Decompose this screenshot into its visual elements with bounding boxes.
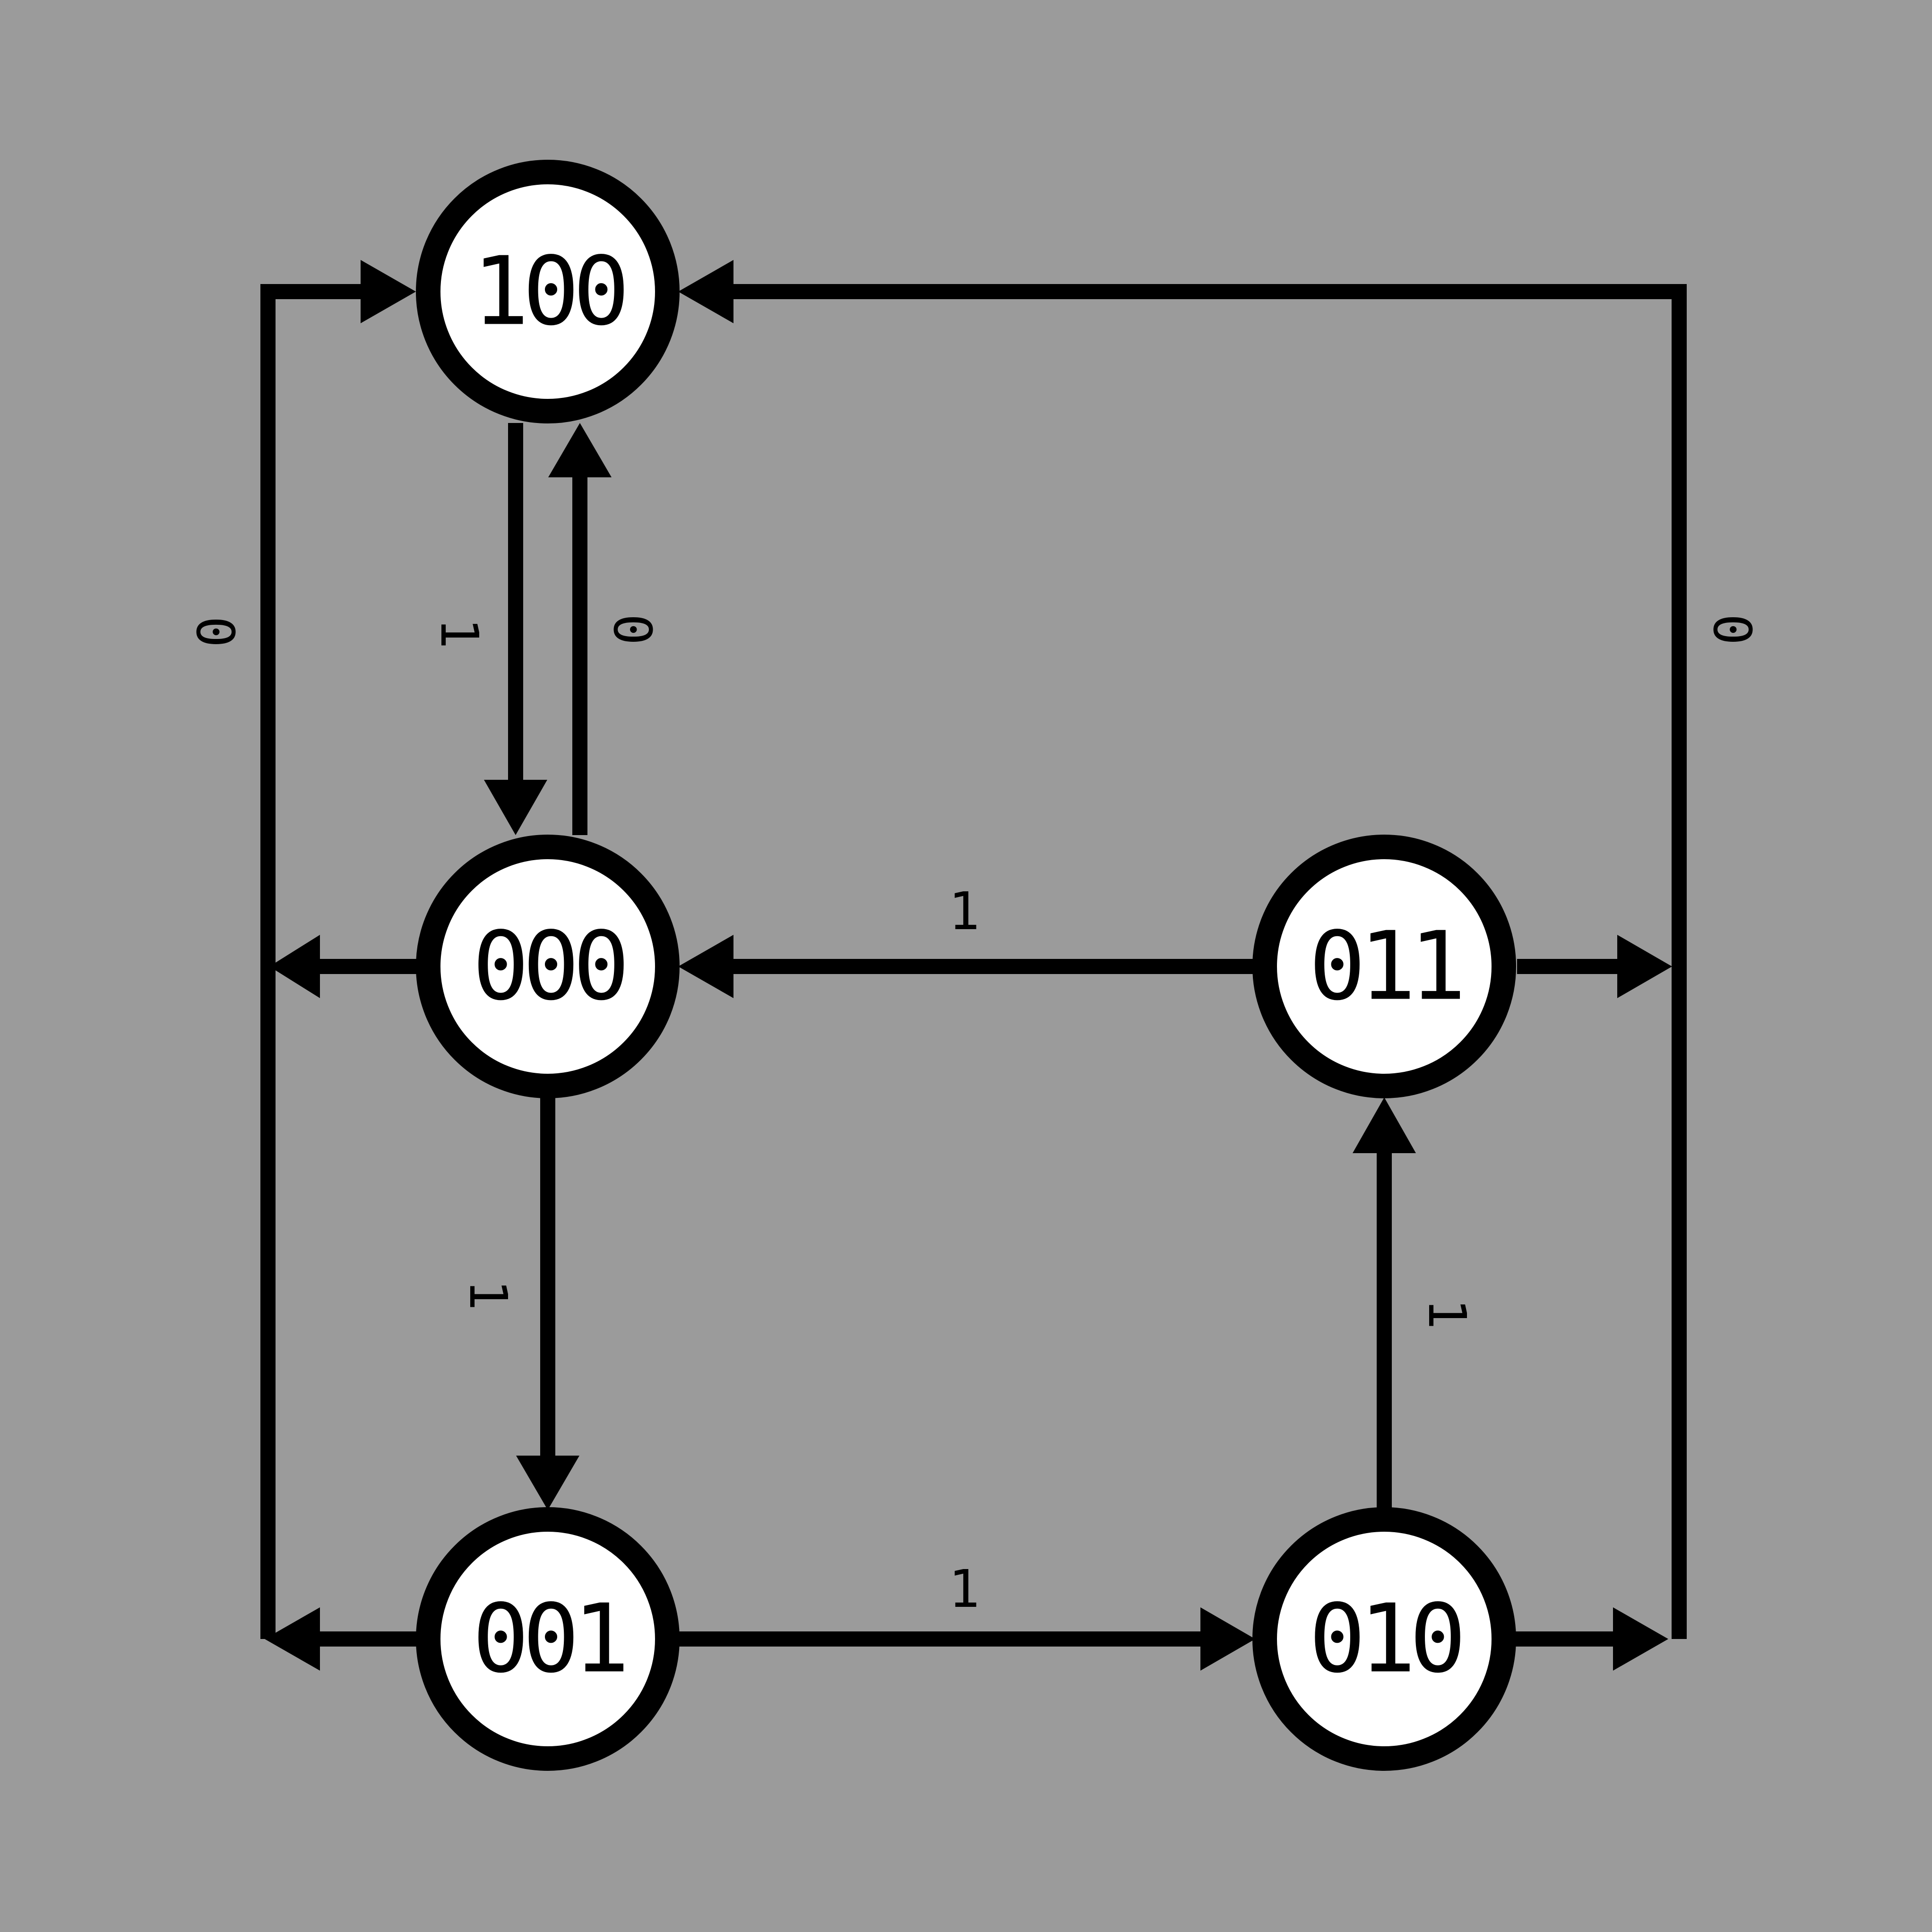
arrowhead-left	[678, 935, 733, 998]
edge-label-010-011: 1	[1417, 1298, 1477, 1329]
node-label-011: 011	[1309, 912, 1460, 1022]
node-circle	[1252, 835, 1516, 1098]
edge-000-to-100: 0	[548, 423, 663, 835]
node-label-010: 010	[1309, 1584, 1460, 1694]
node-label-100: 100	[472, 237, 624, 347]
edge-001-to-010: 1	[678, 1559, 1255, 1671]
arrowhead-right	[361, 260, 416, 323]
edge-100-to-000: 1	[429, 423, 547, 835]
edge-left-loop-to-100: 0	[185, 260, 418, 1671]
node-circle	[1252, 1507, 1516, 1771]
node-label-000: 000	[472, 912, 624, 1022]
edge-label-100-000: 1	[429, 618, 490, 649]
arrowhead-left	[269, 935, 320, 998]
state-node-100: 100	[416, 160, 680, 423]
arrowhead-down	[484, 780, 547, 835]
edge-label-right-loop: 0	[1702, 614, 1762, 645]
state-node-000: 000	[416, 835, 680, 1098]
edge-label-011-000: 1	[949, 881, 980, 941]
edge-right-loop-to-100: 0	[678, 260, 1762, 1671]
state-node-010: 010	[1252, 1507, 1516, 1771]
edge-000-to-001: 1	[458, 1096, 579, 1510]
arrowhead-right	[1200, 1607, 1255, 1671]
edge-label-000-100: 0	[602, 614, 663, 645]
state-node-011: 011	[1252, 835, 1516, 1098]
state-node-001: 001	[416, 1507, 680, 1771]
arrowhead-right	[1613, 1607, 1668, 1671]
arrowhead-right	[1617, 935, 1672, 998]
edge-label-001-010: 1	[949, 1559, 980, 1619]
node-label-001: 001	[472, 1584, 623, 1694]
edge-011-to-000: 1	[678, 881, 1253, 998]
edge-label-left-loop: 0	[185, 616, 245, 647]
edge-010-to-011: 1	[1353, 1097, 1477, 1510]
arrowhead-left	[678, 260, 733, 323]
arrowhead-up	[548, 423, 612, 477]
node-circle	[416, 835, 680, 1098]
arrowhead-up	[1353, 1097, 1416, 1153]
arrowhead-down	[516, 1456, 579, 1510]
node-circle	[416, 160, 680, 423]
arrowhead-left	[265, 1607, 320, 1671]
edge-label-000-001: 1	[458, 1279, 518, 1311]
node-circle	[416, 1507, 680, 1771]
